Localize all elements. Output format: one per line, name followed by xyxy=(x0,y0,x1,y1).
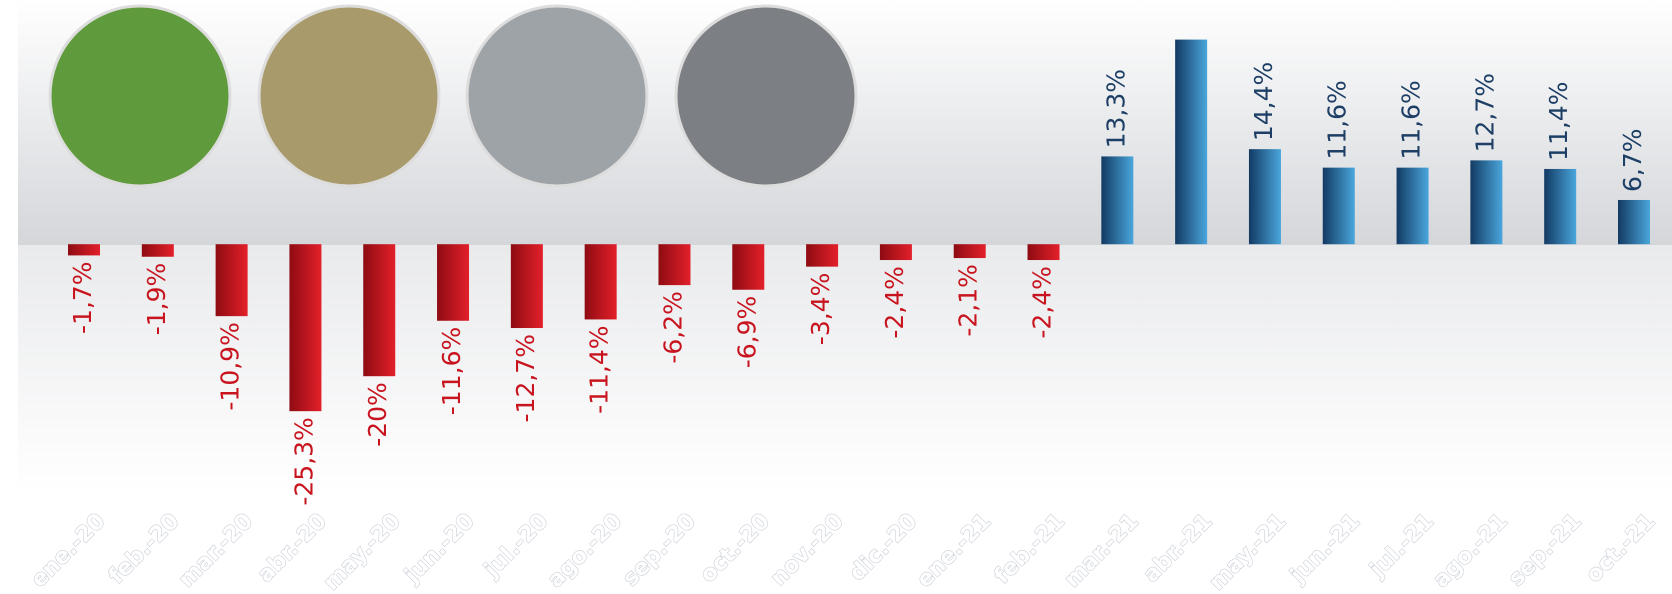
x-tick-label: dic.-20 xyxy=(845,509,922,586)
value-label: -20% xyxy=(363,382,392,447)
photo-truck xyxy=(465,4,649,188)
lower-band xyxy=(18,245,1672,495)
bar xyxy=(953,244,986,259)
x-tick-label: feb.-20 xyxy=(104,509,184,589)
x-tick-label: mar.-20 xyxy=(174,509,258,593)
value-label: -2,4% xyxy=(880,266,909,339)
value-label: 11,6% xyxy=(1397,80,1426,159)
x-tick-label: ago.-21 xyxy=(1429,509,1513,593)
x-tick-label: sep.-21 xyxy=(1504,509,1587,592)
value-label: 14,4% xyxy=(1249,62,1278,141)
x-tick-label: feb.-21 xyxy=(990,509,1070,589)
x-tick-label: oct.-20 xyxy=(696,509,775,588)
photo-crop xyxy=(48,4,232,188)
x-tick-label: may.-21 xyxy=(1205,509,1292,594)
value-label: -25,3% xyxy=(289,417,318,505)
value-label: -6,9% xyxy=(732,296,761,369)
x-tick-label: ago.-20 xyxy=(543,509,627,593)
x-tick-label: oct.-21 xyxy=(1581,509,1660,588)
bar xyxy=(510,244,543,329)
bar xyxy=(1396,167,1429,245)
bar xyxy=(658,244,691,286)
x-tick-label: jun.-21 xyxy=(1285,509,1365,589)
x-tick-label: jul.-20 xyxy=(479,509,553,583)
x-tick-label: mar.-21 xyxy=(1060,509,1144,593)
value-label: -1,7% xyxy=(68,261,97,334)
value-label: -11,4% xyxy=(585,325,614,413)
value-label: -10,9% xyxy=(216,322,245,410)
bar xyxy=(879,244,912,261)
x-tick-label: jul.-21 xyxy=(1365,509,1439,583)
value-label: 6,7% xyxy=(1618,128,1647,192)
bar xyxy=(363,244,396,377)
x-tick-label: nov.-20 xyxy=(766,509,848,591)
value-label: -2,4% xyxy=(1028,266,1057,339)
value-label: -2,1% xyxy=(954,264,983,337)
bar xyxy=(1618,199,1650,245)
x-tick-label: ene.-21 xyxy=(912,509,996,593)
value-label: -3,4% xyxy=(806,273,835,346)
bar xyxy=(1101,156,1134,245)
bar xyxy=(1470,160,1503,245)
bar xyxy=(215,244,248,317)
x-tick-label: may.-20 xyxy=(319,509,406,594)
value-label: -1,9% xyxy=(142,263,171,336)
x-tick-label: jun.-20 xyxy=(400,509,480,589)
bar xyxy=(732,244,765,290)
bar xyxy=(806,244,839,267)
value-label: -11,6% xyxy=(437,327,466,415)
bar xyxy=(141,244,174,257)
bar xyxy=(584,244,617,320)
value-label: -12,7% xyxy=(511,334,540,422)
value-label: 11,4% xyxy=(1544,82,1573,161)
x-tick-label: sep.-20 xyxy=(618,509,701,592)
bar xyxy=(1544,168,1577,245)
x-tick-label: ene.-20 xyxy=(27,509,111,593)
bar xyxy=(437,244,470,321)
bar xyxy=(1027,244,1060,261)
photo-cattle xyxy=(257,4,441,188)
value-label: 11,6% xyxy=(1323,80,1352,159)
bar xyxy=(289,244,322,412)
value-label: -6,2% xyxy=(658,291,687,364)
bar xyxy=(68,244,100,256)
bar xyxy=(1322,167,1355,245)
value-label: 12,7% xyxy=(1470,73,1499,152)
bar xyxy=(1248,149,1281,245)
photo-machinery xyxy=(674,4,858,188)
value-label: 13,3% xyxy=(1101,69,1130,148)
bar xyxy=(1175,39,1208,245)
